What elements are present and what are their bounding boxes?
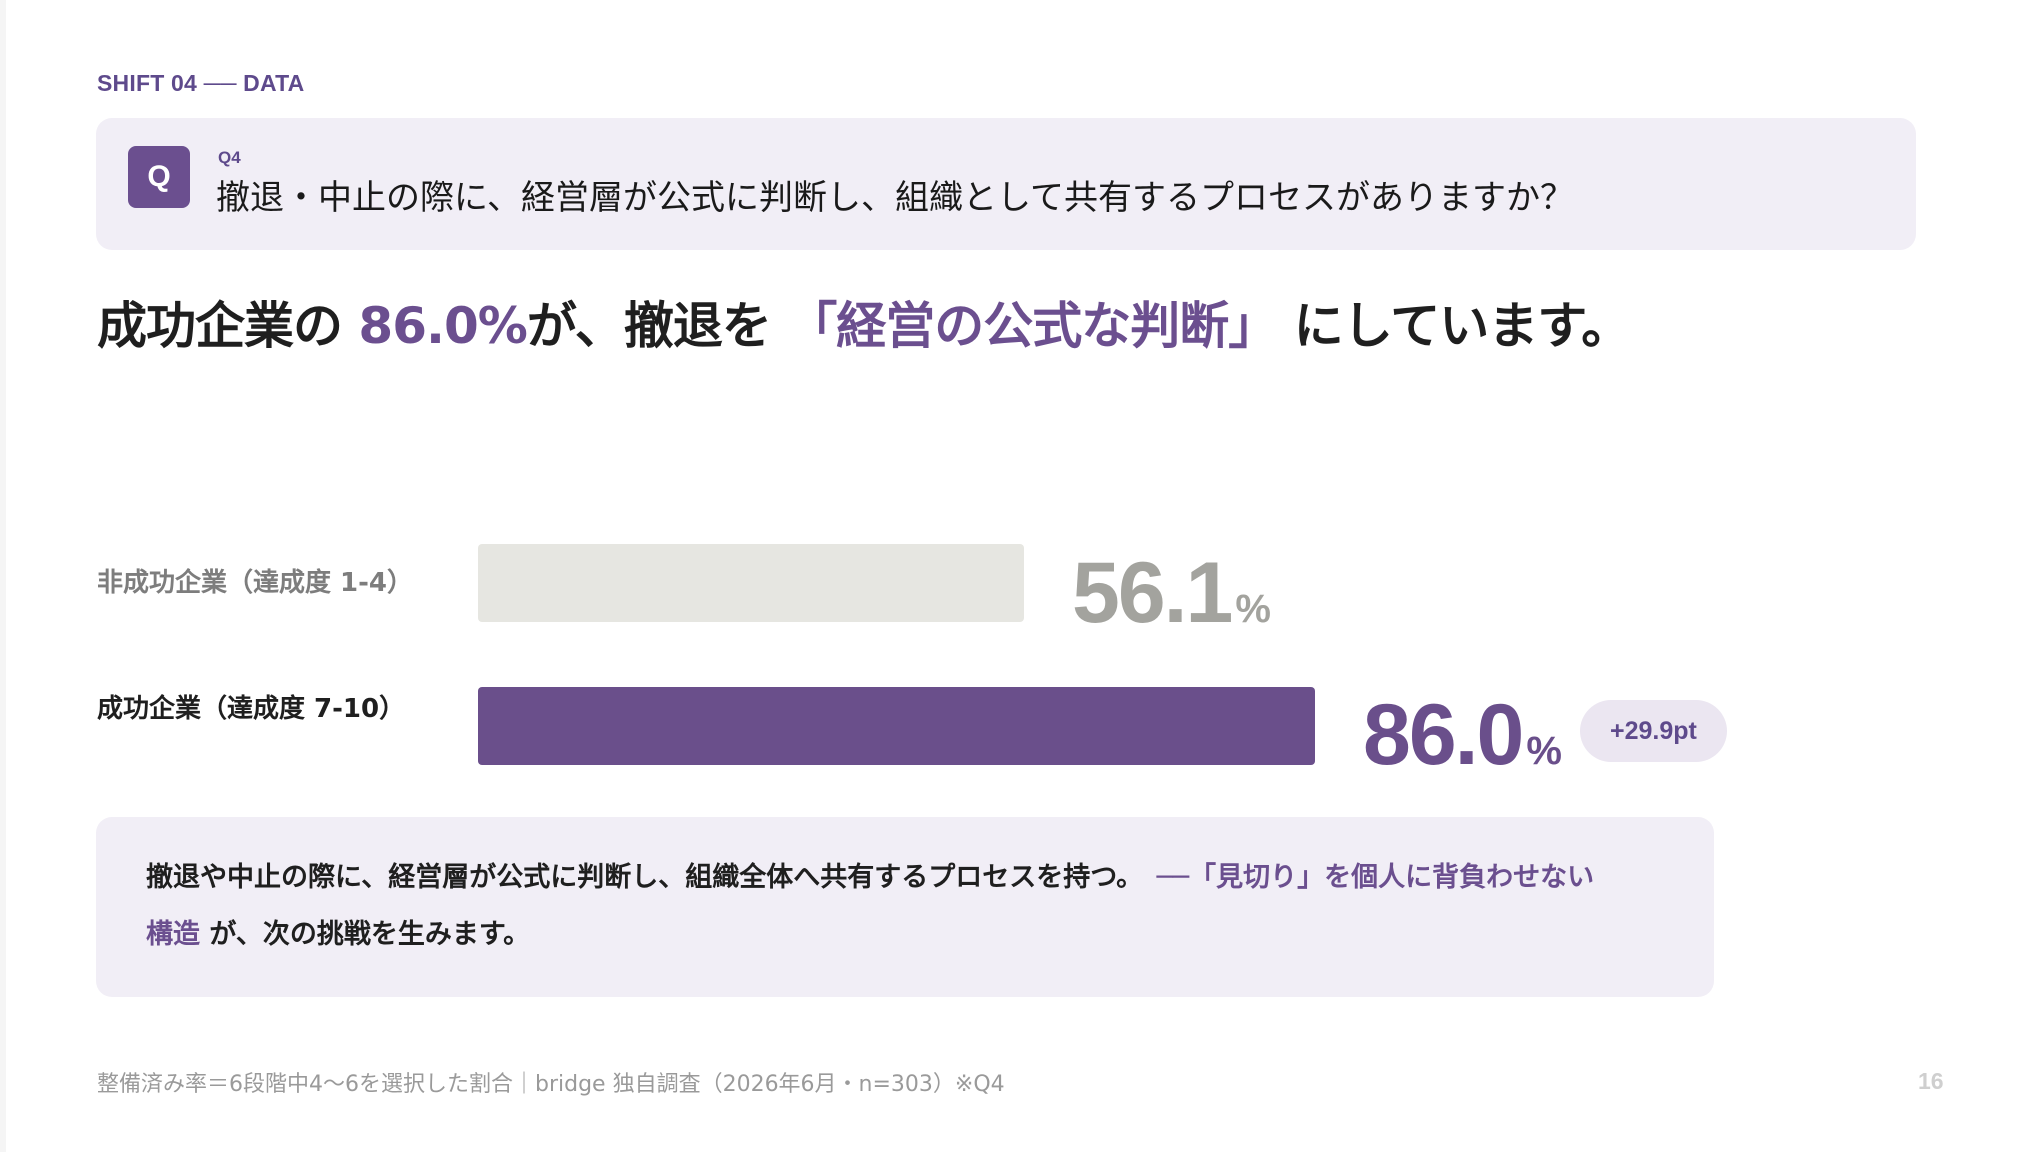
takeaway-text-1: 撤退や中止の際に、経営層が公式に判断し、組織全体へ共有するプロセスを持つ。 bbox=[146, 862, 1157, 893]
bar-unsuccessful bbox=[478, 544, 1024, 622]
left-edge-shade bbox=[0, 0, 6, 1152]
value-number-unsuccessful: 56.1 bbox=[1072, 545, 1233, 641]
value-unit-successful: % bbox=[1526, 729, 1562, 773]
headline-highlight-percent: 86.0% bbox=[358, 297, 527, 355]
takeaway-text-2: が、次の挑戦を生みます。 bbox=[200, 919, 531, 950]
category-label-unsuccessful: 非成功企業（達成度 1-4） bbox=[97, 568, 414, 598]
headline-highlight-phrase: 「経営の公式な判断」 bbox=[787, 297, 1278, 355]
difference-badge: +29.9pt bbox=[1580, 700, 1727, 762]
category-label-successful: 成功企業（達成度 7-10） bbox=[97, 694, 406, 724]
value-number-successful: 86.0 bbox=[1363, 687, 1524, 783]
headline-part-2: が、撤退を bbox=[526, 297, 788, 355]
headline: 成功企業の 86.0%が、撤退を 「経営の公式な判断」 にしています。 bbox=[97, 286, 1632, 358]
bar-successful bbox=[478, 687, 1315, 765]
section-kicker: SHIFT 04 ── DATA bbox=[97, 70, 305, 96]
question-text: 撤退・中止の際に、経営層が公式に判断し、組織として共有するプロセスがありますか？ bbox=[216, 178, 1574, 218]
source-footnote: 整備済み率＝6段階中4〜6を選択した割合｜bridge 独自調査（2026年6月… bbox=[97, 1072, 1005, 1097]
value-label-unsuccessful: 56.1% bbox=[1072, 544, 1271, 643]
takeaway-highlight-2: 構造 bbox=[146, 919, 200, 950]
page-number: 16 bbox=[1918, 1068, 1944, 1094]
question-number: Q4 bbox=[218, 148, 241, 167]
question-badge: Q bbox=[128, 146, 190, 208]
takeaway-box: 撤退や中止の際に、経営層が公式に判断し、組織全体へ共有するプロセスを持つ。 ──… bbox=[96, 817, 1714, 997]
headline-part-1: 成功企業の bbox=[97, 297, 359, 355]
value-unit-unsuccessful: % bbox=[1235, 587, 1271, 631]
takeaway-highlight-1: ──「見切り」を個人に背負わせない bbox=[1156, 862, 1595, 893]
question-box: Q Q4 撤退・中止の際に、経営層が公式に判断し、組織として共有するプロセスがあ… bbox=[96, 118, 1916, 250]
takeaway-line-2: 構造 が、次の挑戦を生みます。 bbox=[146, 912, 530, 951]
takeaway-line-1: 撤退や中止の際に、経営層が公式に判断し、組織全体へ共有するプロセスを持つ。 ──… bbox=[146, 855, 1594, 894]
headline-part-3: にしています。 bbox=[1277, 297, 1632, 355]
value-label-successful: 86.0% bbox=[1363, 686, 1562, 785]
